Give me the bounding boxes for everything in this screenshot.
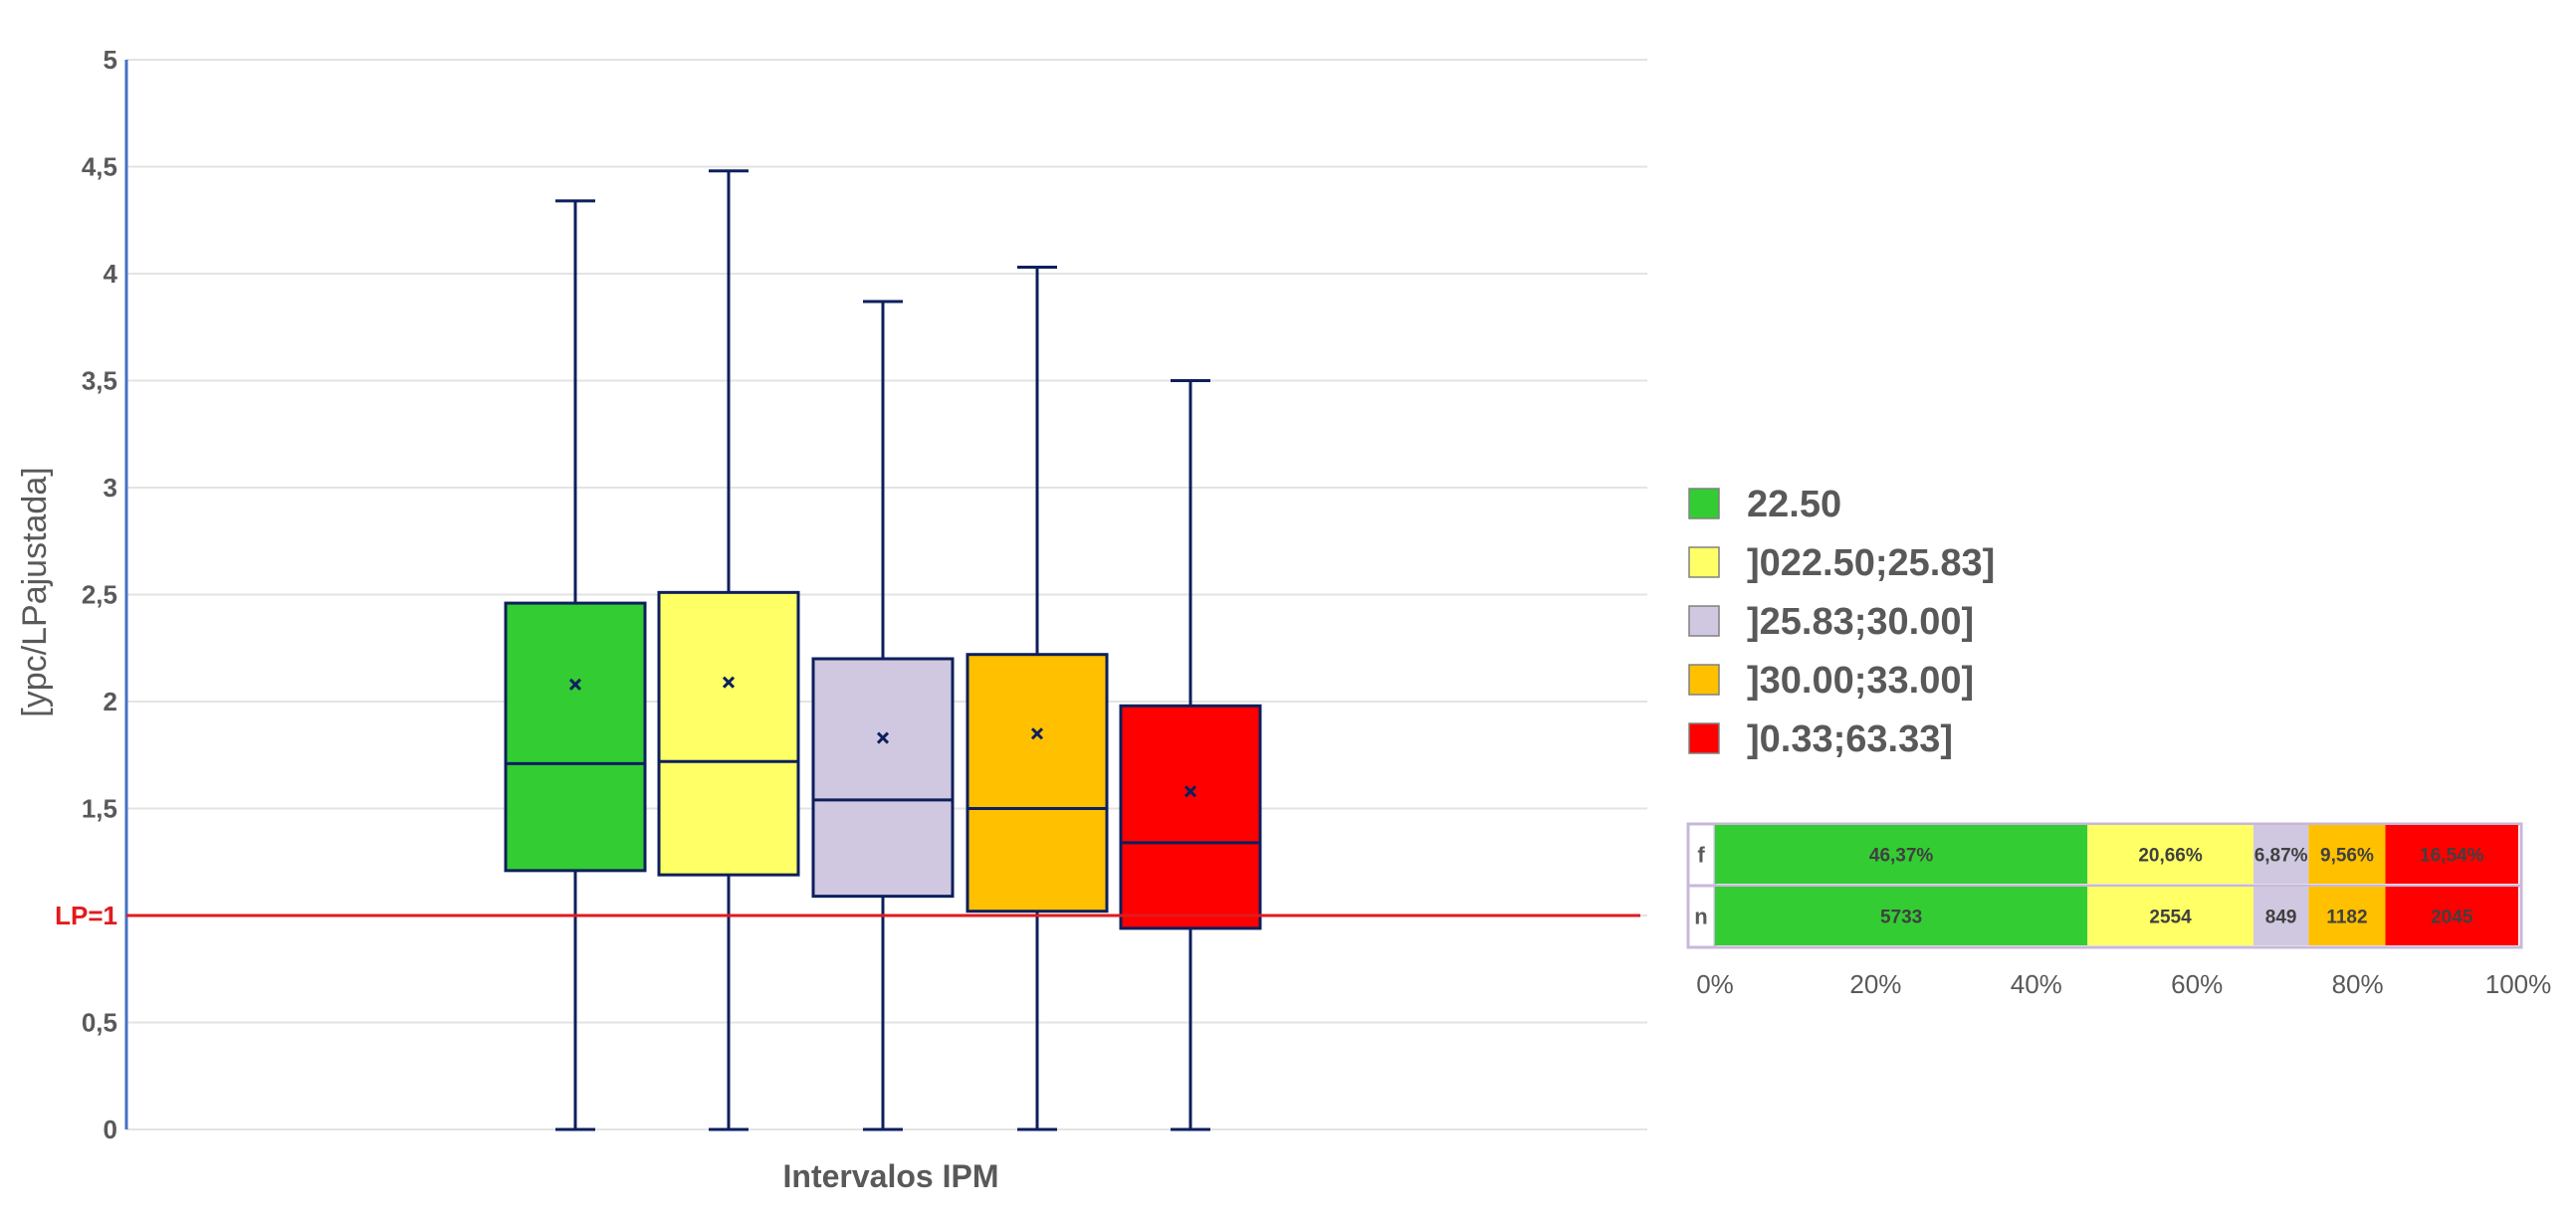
- segment-value-label: 5733: [1880, 908, 1922, 928]
- x-tick-label: 100%: [2485, 969, 2552, 999]
- y-tick-label: 3,5: [82, 366, 117, 396]
- x-tick-label: 20%: [1849, 969, 1901, 999]
- y-tick-label: 0,5: [82, 1008, 117, 1038]
- legend-label: ]25.83;30.00]: [1747, 601, 1974, 643]
- box-4: [966, 266, 1109, 1131]
- legend-swatch: [1688, 664, 1720, 696]
- legend-label: ]0.33;63.33]: [1747, 718, 1953, 760]
- iqr-box: [504, 601, 647, 873]
- y-tick-label: 1,5: [82, 794, 117, 824]
- segment-value-label: 6,87%: [2254, 846, 2308, 867]
- stacked-segment: [2253, 887, 2309, 945]
- segment-value-label: 2554: [2149, 908, 2192, 928]
- stacked-row-n: n 5733 2554 849 1182 2045: [1694, 887, 2518, 945]
- legend-item-4: ]30.00;33.00]: [1688, 660, 1974, 702]
- box-plots: [504, 169, 1262, 1131]
- y-tick-label: 2,5: [82, 580, 117, 610]
- legend-label: ]022.50;25.83]: [1747, 542, 1995, 584]
- legend-label: 22.50: [1747, 484, 1841, 525]
- box-2: [657, 169, 800, 1131]
- iqr-box: [657, 590, 800, 877]
- mean-marker: [876, 731, 890, 744]
- mean-marker: [722, 676, 736, 689]
- iqr-box: [1119, 704, 1262, 930]
- lp-reference-label: LP=1: [55, 901, 117, 930]
- box-5: [1119, 379, 1262, 1131]
- x-tick-label: 60%: [2171, 969, 2223, 999]
- segment-value-label: 9,56%: [2320, 846, 2374, 867]
- y-tick-label: 0: [104, 1115, 117, 1144]
- box-1: [504, 199, 647, 1131]
- segment-value-label: 16,54%: [2420, 846, 2484, 867]
- legend-item-3: ]25.83;30.00]: [1688, 601, 1974, 643]
- iqr-box: [966, 653, 1109, 914]
- stacked-bar-chart: f 46,37% 20,66% 6,87% 9,56% 16,54% n 5733 2554 84…: [1686, 822, 2552, 999]
- legend-swatch: [1688, 722, 1720, 754]
- legend-item-2: ]022.50;25.83]: [1688, 542, 1995, 584]
- y-tick-label: 4,5: [82, 152, 117, 182]
- box-3: [811, 300, 955, 1131]
- stacked-segment: [2308, 887, 2386, 945]
- stacked-segment: [2087, 825, 2254, 884]
- legend: 22.50 ]022.50;25.83] ]25.83;30.00] ]30.00;3…: [1688, 484, 1995, 760]
- y-tick-label: 5: [104, 45, 117, 75]
- y-tick-label: 3: [104, 473, 117, 503]
- legend-label: ]30.00;33.00]: [1747, 660, 1974, 702]
- legend-swatch: [1688, 605, 1720, 637]
- stacked-segment: [2308, 825, 2386, 884]
- stacked-segment: [1715, 825, 2088, 884]
- stacked-segment: [2087, 887, 2254, 945]
- segment-value-label: 1182: [2326, 908, 2367, 928]
- stacked-row-f: f 46,37% 20,66% 6,87% 9,56% 16,54%: [1697, 825, 2518, 884]
- grid-lines: [126, 59, 1647, 1130]
- x-tick-label: 80%: [2332, 969, 2384, 999]
- iqr-box: [811, 657, 955, 899]
- legend-swatch: [1688, 546, 1720, 578]
- mean-marker: [1183, 785, 1197, 798]
- y-tick-label: 1: [104, 901, 117, 930]
- row-label: n: [1694, 905, 1707, 929]
- reference-line: LP=1: [55, 901, 1640, 930]
- row-label: f: [1697, 843, 1705, 868]
- stacked-segment: [2385, 825, 2518, 884]
- segment-value-label: 849: [2265, 908, 2297, 928]
- y-tick-label: 4: [104, 259, 118, 289]
- x-axis-title: Intervalos IPM: [783, 1158, 999, 1194]
- segment-value-label: 46,37%: [1869, 846, 1934, 867]
- segment-value-label: 20,66%: [2138, 846, 2203, 867]
- x-tick-label: 40%: [2011, 969, 2062, 999]
- mean-marker: [568, 678, 582, 691]
- stacked-segment: [2385, 887, 2518, 945]
- y-tick-label: 2: [104, 687, 117, 716]
- x-tick-label: 0%: [1696, 969, 1734, 999]
- legend-item-1: 22.50: [1688, 484, 1841, 525]
- legend-swatch: [1688, 488, 1720, 519]
- y-axis-title: [ypc/LPajustada]: [16, 467, 54, 716]
- mean-marker: [1030, 727, 1044, 740]
- y-axis: 0 0,5 1 1,5 2 2,5 3 3,5 4 4,5 5: [82, 45, 128, 1144]
- stacked-segment: [1715, 887, 2088, 945]
- segment-value-label: 2045: [2431, 908, 2473, 928]
- stacked-segment: [2253, 825, 2309, 884]
- legend-item-5: ]0.33;63.33]: [1688, 718, 1953, 760]
